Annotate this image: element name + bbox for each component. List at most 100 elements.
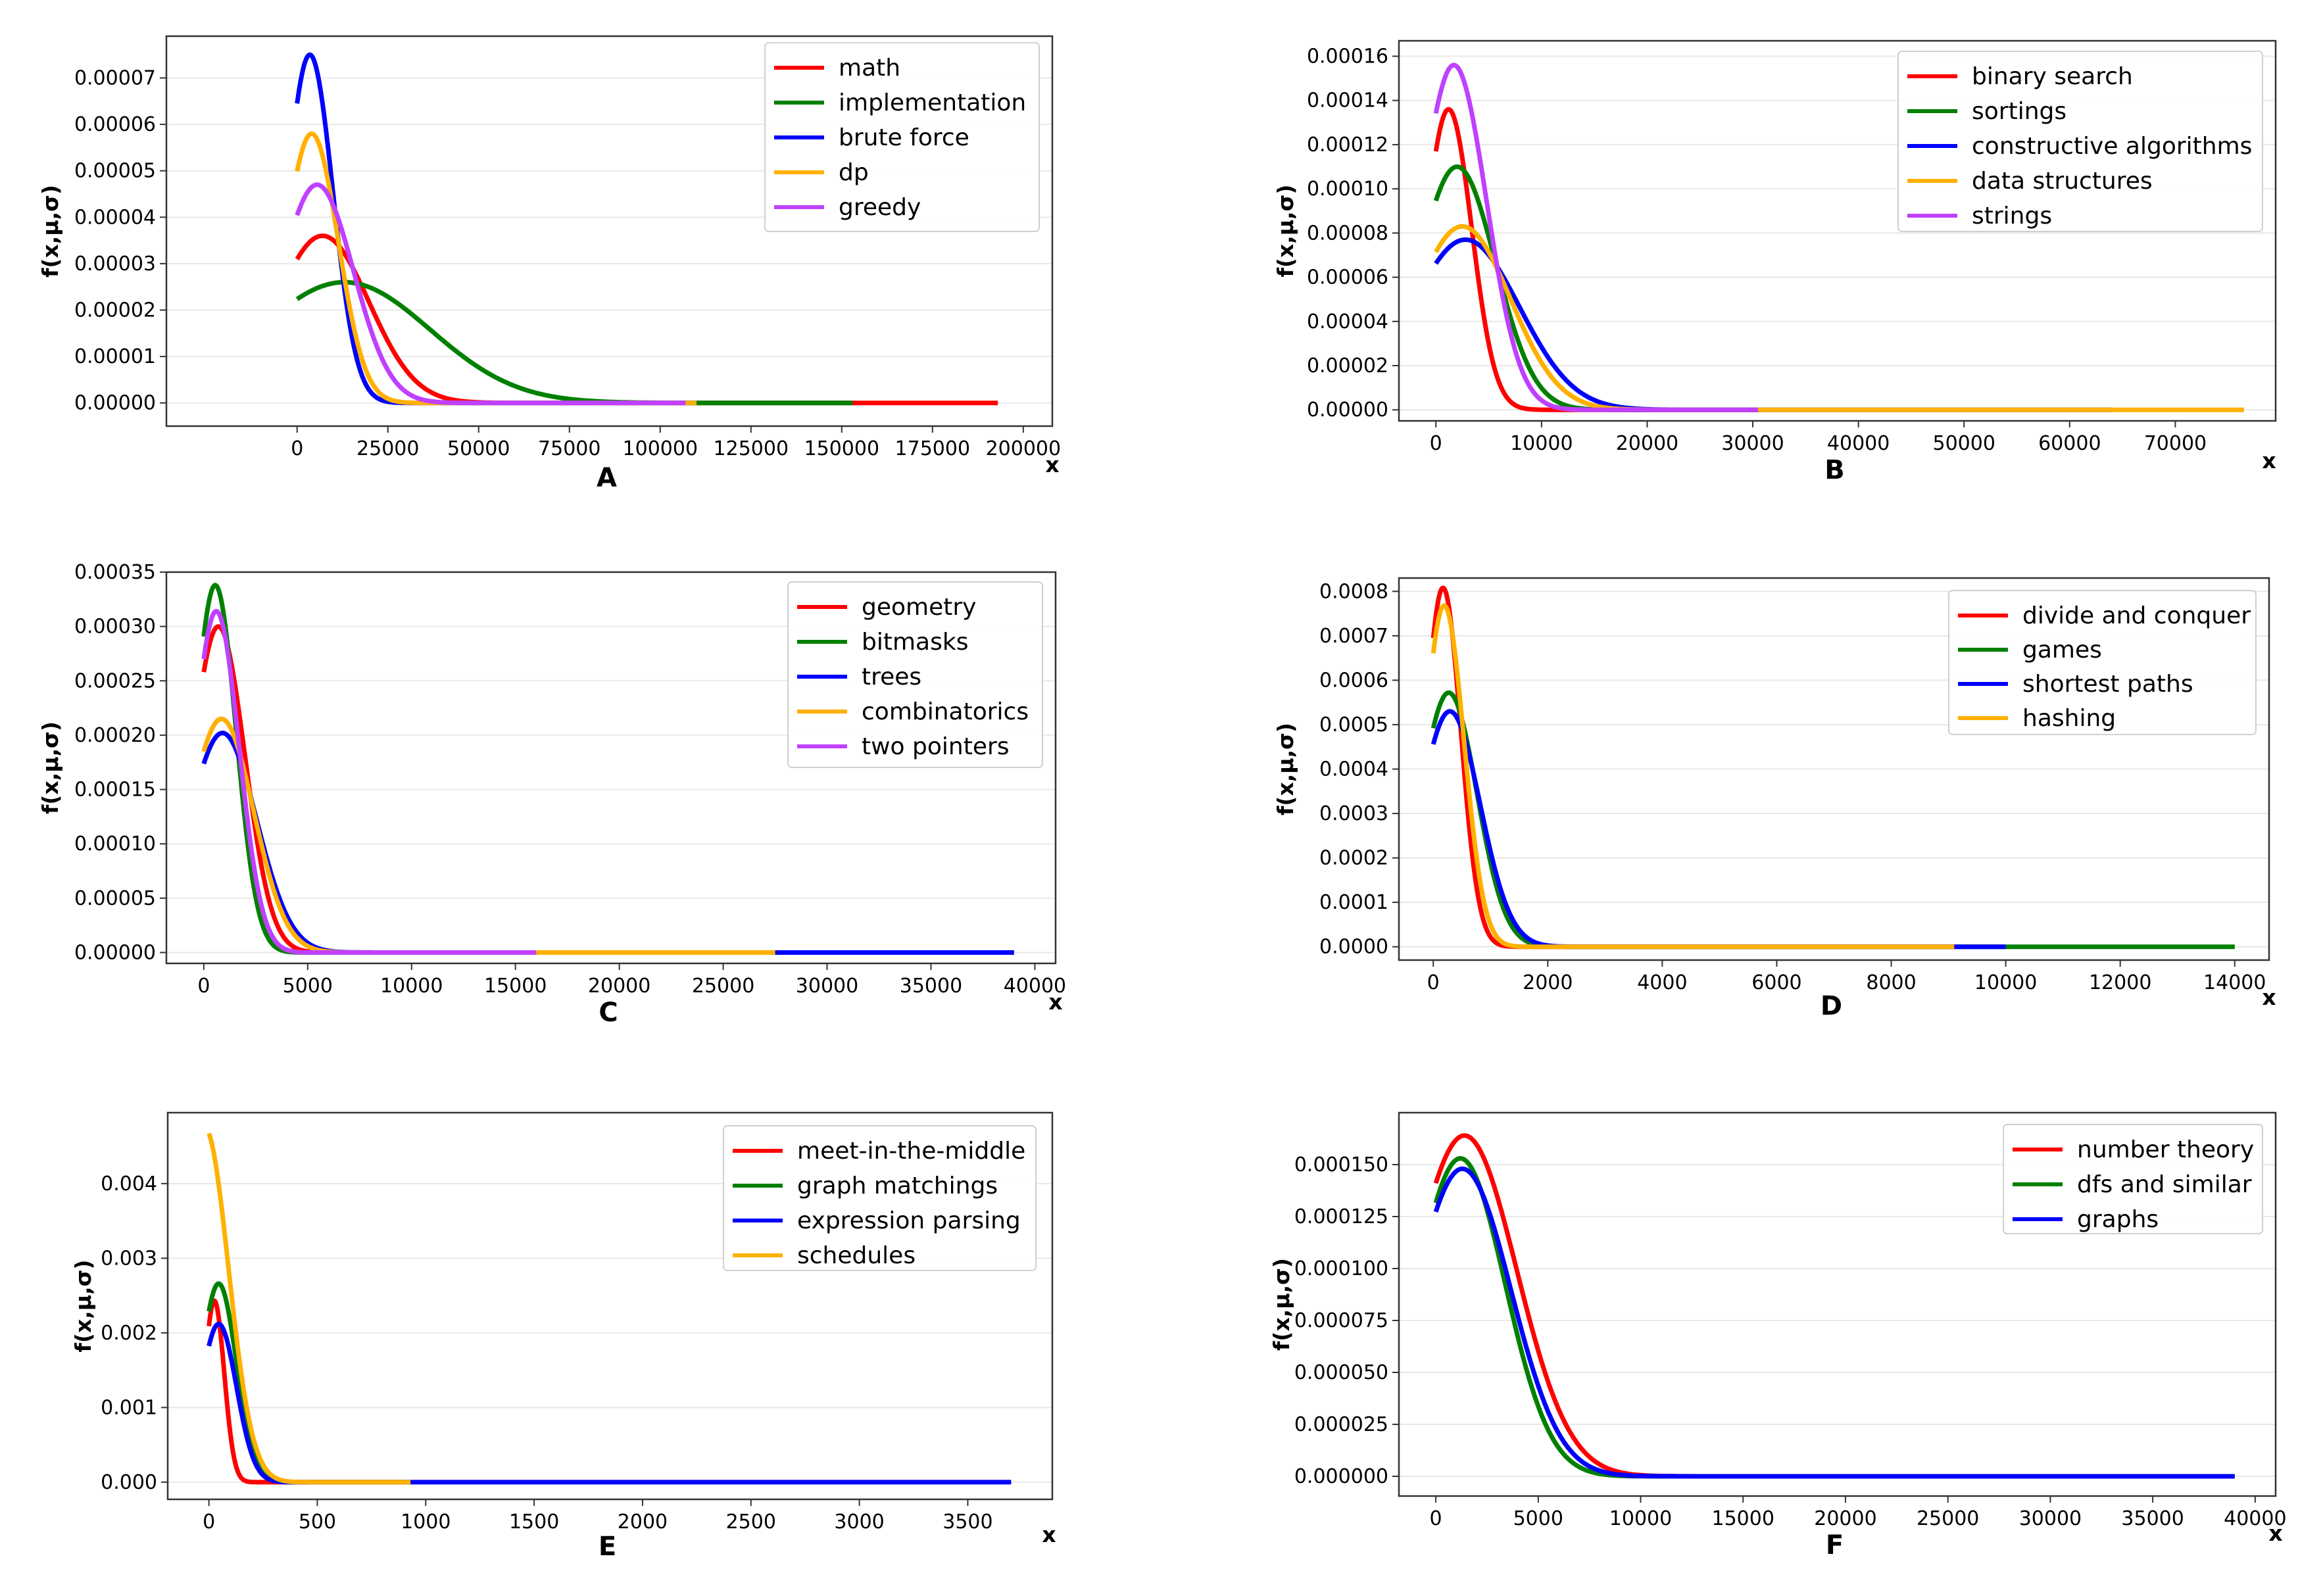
panel-e-xlabel: x xyxy=(1042,1522,1056,1547)
panel-c-series-line xyxy=(201,583,539,955)
panel-a-legend-label: implementation xyxy=(839,89,1026,116)
panel-d-ytick-label: 0.0000 xyxy=(1319,936,1388,959)
panel-b-xlabel: x xyxy=(2262,448,2276,473)
panel-c-ytick-label: 0.00030 xyxy=(74,616,156,639)
panel-f-xtick-label: 25000 xyxy=(1917,1507,1979,1530)
panel-b-ytick-label: 0.00010 xyxy=(1307,178,1388,201)
panel-f-ytick-label: 0.000125 xyxy=(1294,1205,1388,1228)
panel-e-series-line xyxy=(207,1281,413,1485)
panel-e-ylabel: f(x,μ,σ) xyxy=(70,1260,96,1353)
panel-c-xtick-label: 15000 xyxy=(484,975,547,998)
panel-e-xtick-label: 0 xyxy=(203,1511,215,1534)
panel-e-plot-area xyxy=(207,1132,1013,1485)
panel-c-legend-label: trees xyxy=(862,664,921,690)
panel-a-ytick-label: 0.00000 xyxy=(74,392,156,415)
panel-b-legend: binary search sortings constructive algori… xyxy=(1897,51,2263,232)
panel-b-ytick-label: 0.00002 xyxy=(1307,354,1388,377)
panel-c-ytick-label: 0.00010 xyxy=(74,833,156,856)
panel-d-plot-area xyxy=(1430,585,2236,950)
panel-d-ytick-label: 0.0008 xyxy=(1319,580,1388,603)
panel-c-xtick-label: 40000 xyxy=(1004,975,1066,998)
panel-c-xtick-label: 0 xyxy=(197,975,210,998)
panel-f-xtick-label: 40000 xyxy=(2224,1507,2286,1530)
panel-b-series-line xyxy=(1434,224,2245,412)
panel-a-xtick-label: 150000 xyxy=(804,437,880,460)
panel-e-legend: meet-in-the-middle graph matchings express… xyxy=(723,1125,1037,1271)
panel-d-ylabel: f(x,μ,σ) xyxy=(1273,723,1298,815)
panel-c-series-line xyxy=(201,609,539,955)
panel-b-legend-label: binary search xyxy=(1972,63,2133,90)
panel-f-legend-label: number theory xyxy=(2077,1136,2254,1163)
panel-b-xtick-label: 20000 xyxy=(1616,432,1678,455)
panel-e-xtick-label: 3000 xyxy=(834,1511,884,1534)
panel-c-xtick-label: 10000 xyxy=(380,975,443,998)
panel-b-legend-label: data structures xyxy=(1972,168,2153,195)
panel-d: 0.0000 0.0001 0.0002 0.0003 0.0004 0.0005 0.00… xyxy=(1273,577,2276,1021)
panel-f-axes-frame xyxy=(1398,1111,2277,1497)
panel-f: 0.000000 0.000025 0.000050 0.000075 0.000100… xyxy=(1269,1111,2287,1560)
panel-c-xtick-label: 25000 xyxy=(692,975,754,998)
panel-f-xtick-label: 5000 xyxy=(1513,1507,1563,1530)
panel-a-legend-box xyxy=(764,42,1040,232)
panel-b-series-line xyxy=(1433,107,1760,412)
panel-a-legend-label: brute force xyxy=(839,124,969,151)
panel-c-legend-label: geometry xyxy=(862,594,976,621)
panel-a-xtick-label: 0 xyxy=(291,437,303,460)
panel-f-panel-label: F xyxy=(1826,1530,1844,1560)
panel-f-legend-label: dfs and similar xyxy=(2077,1171,2252,1198)
panel-b-xtick-label: 40000 xyxy=(1827,432,1890,455)
panel-e-axes-frame xyxy=(166,1111,1054,1501)
panel-a-xtick-label: 125000 xyxy=(714,437,789,460)
panel-c-ytick-label: 0.00015 xyxy=(74,779,156,802)
panel-f-xtick-label: 0 xyxy=(1430,1507,1442,1530)
panel-f-ytick-label: 0.000050 xyxy=(1294,1361,1388,1384)
panel-f-ytick-label: 0.000000 xyxy=(1294,1465,1388,1488)
panel-e-ytick-label: 0.000 xyxy=(101,1471,157,1494)
panel-a-xtick-label: 100000 xyxy=(623,437,698,460)
panel-f-ytick-label: 0.000025 xyxy=(1294,1413,1388,1436)
panel-f-xtick-label: 15000 xyxy=(1712,1507,1774,1530)
panel-c-ytick-label: 0.00005 xyxy=(74,887,156,910)
panel-d-series-line xyxy=(1430,603,1956,950)
panel-a-legend-label: math xyxy=(839,55,900,82)
panel-d-ytick-label: 0.0007 xyxy=(1319,625,1388,648)
panel-b-legend-box xyxy=(1897,51,2263,232)
panel-d-series-line xyxy=(1430,709,2007,950)
panel-b: 0.00000 0.00002 0.00004 0.00006 0.00008 0.000… xyxy=(1273,39,2277,485)
panel-d-legend-label: shortest paths xyxy=(2022,671,2193,698)
panel-d-legend-label: divide and conquer xyxy=(2022,602,2251,629)
panel-c-ytick-label: 0.00035 xyxy=(74,561,156,584)
panel-e-ytick-label: 0.002 xyxy=(101,1322,157,1345)
panel-c-xtick-label: 20000 xyxy=(588,975,650,998)
panel-c: 0.00000 0.00005 0.00010 0.00015 0.00020 0.000… xyxy=(37,561,1066,1028)
panel-f-series-line xyxy=(1433,1166,2236,1479)
panel-d-legend-box xyxy=(1948,590,2257,735)
panel-f-legend-box xyxy=(2003,1124,2263,1234)
panel-a-xtick-label: 175000 xyxy=(895,437,971,460)
panel-a-series-line xyxy=(295,52,698,406)
panel-e-series-line xyxy=(207,1132,413,1485)
panel-f-legend: number theory dfs and similar graphs xyxy=(2003,1124,2263,1234)
panel-d-legend-label: games xyxy=(2022,637,2102,664)
panel-c-xtick-label: 30000 xyxy=(796,975,858,998)
panel-d-xtick-label: 10000 xyxy=(1974,971,2037,994)
panel-c-ytick-label: 0.00020 xyxy=(74,724,156,747)
panel-e-legend-label: meet-in-the-middle xyxy=(797,1138,1025,1165)
panel-b-ytick-label: 0.00008 xyxy=(1307,222,1388,245)
panel-a-xtick-label: 25000 xyxy=(356,437,419,460)
panel-d-xtick-label: 0 xyxy=(1427,971,1440,994)
panel-c-xtick-label: 35000 xyxy=(900,975,962,998)
panel-c-panel-label: C xyxy=(599,998,618,1028)
panel-f-ytick-label: 0.000100 xyxy=(1294,1257,1388,1280)
panel-b-xtick-label: 50000 xyxy=(1933,432,1995,455)
panel-d-panel-label: D xyxy=(1821,991,1842,1021)
panel-b-ytick-label: 0.00004 xyxy=(1307,310,1388,333)
panel-c-xlabel: x xyxy=(1048,989,1062,1015)
panel-d-xtick-label: 2000 xyxy=(1523,971,1573,994)
panel-a-xtick-label: 75000 xyxy=(538,437,600,460)
panel-e-xtick-label: 1500 xyxy=(509,1511,559,1534)
panel-d-ytick-label: 0.0004 xyxy=(1319,758,1388,781)
panel-b-xtick-label: 10000 xyxy=(1510,432,1573,455)
panel-d-series-line xyxy=(1430,585,1956,950)
panel-e-ytick-label: 0.001 xyxy=(101,1396,157,1419)
